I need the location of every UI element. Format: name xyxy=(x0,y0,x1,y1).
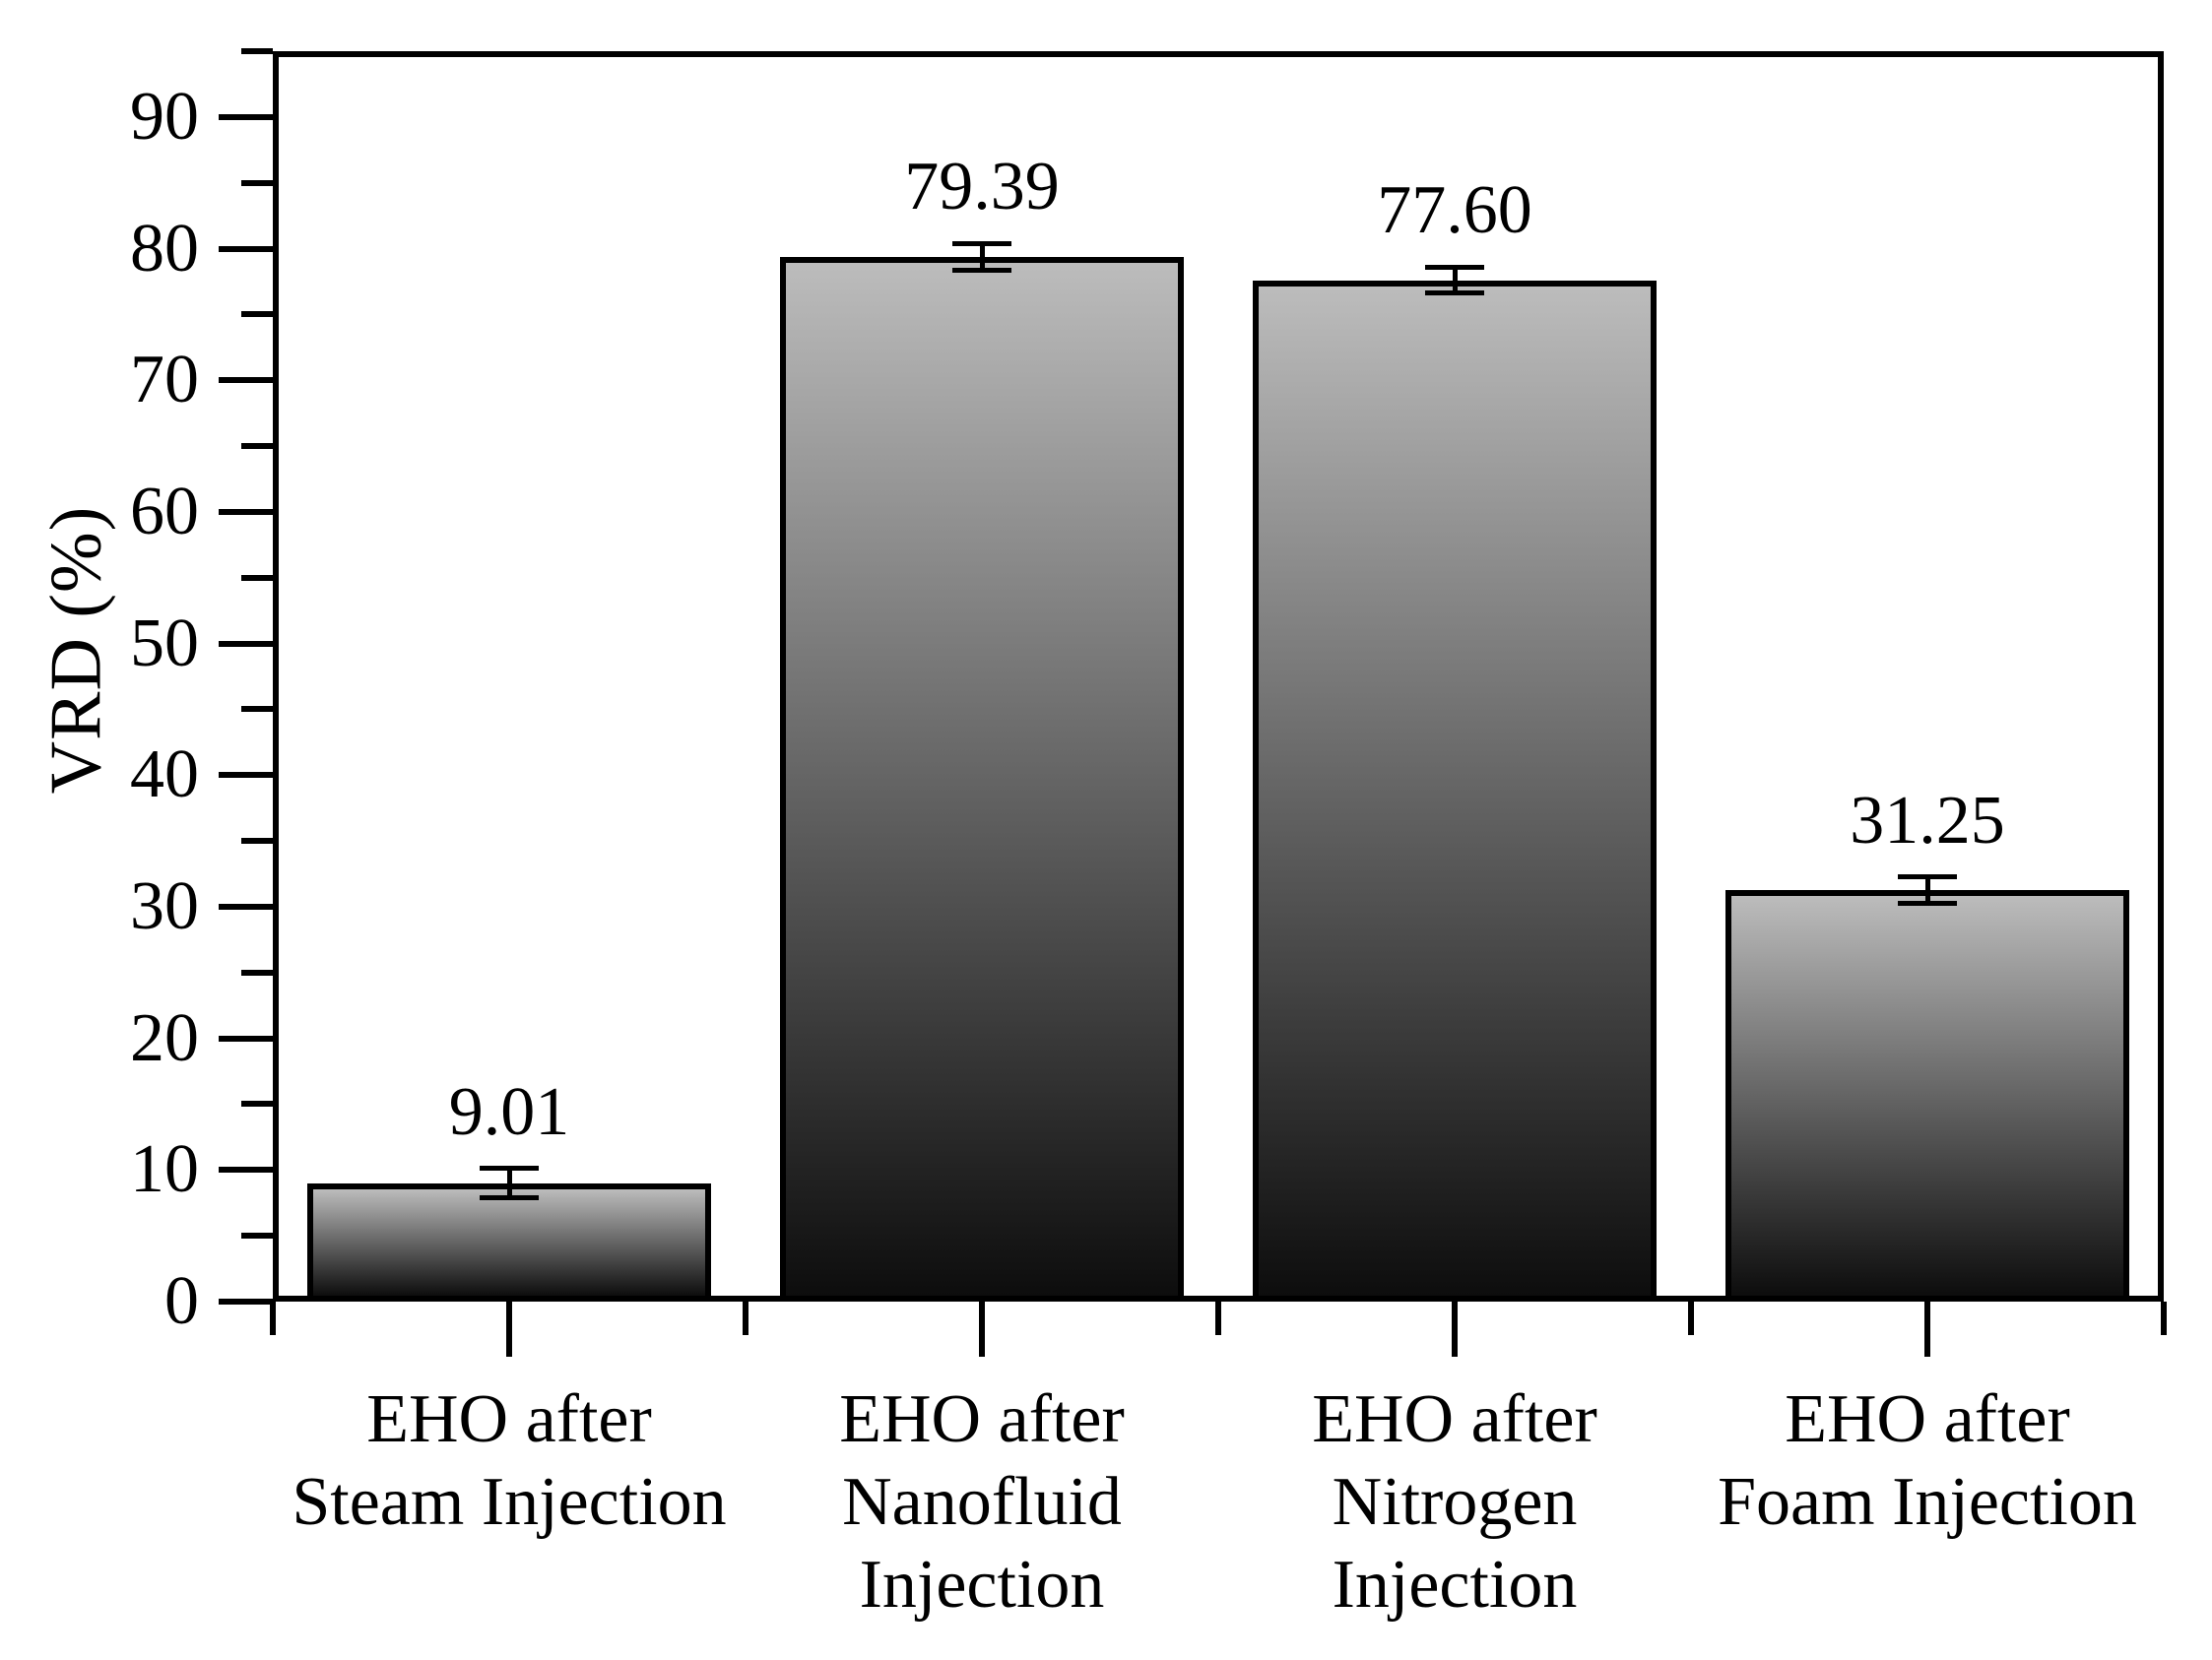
y-major-tick xyxy=(219,377,273,384)
y-tick-label: 30 xyxy=(130,867,199,944)
error-bar-bottom-cap xyxy=(952,267,1011,273)
bar-value-label: 77.60 xyxy=(1377,172,1532,249)
y-tick-label: 60 xyxy=(130,473,199,549)
x-category-label: EHO after Nitrogen Injection xyxy=(1218,1378,1691,1627)
y-minor-tick xyxy=(241,706,273,713)
error-bar-stem xyxy=(1452,267,1458,293)
plot-area xyxy=(273,51,2164,1302)
error-bar-top-cap xyxy=(480,1166,539,1172)
y-tick-label: 80 xyxy=(130,210,199,287)
y-major-tick xyxy=(219,1299,273,1305)
y-minor-tick xyxy=(241,179,273,186)
y-minor-tick xyxy=(241,969,273,976)
y-major-tick xyxy=(219,508,273,515)
error-bar-stem xyxy=(506,1168,512,1198)
x-minor-tick xyxy=(2161,1302,2167,1335)
x-major-tick xyxy=(1452,1302,1458,1357)
error-bar-top-cap xyxy=(1898,874,1957,880)
x-category-label: EHO after Foam Injection xyxy=(1691,1378,2164,1544)
bar-value-label: 9.01 xyxy=(448,1073,570,1150)
x-category-label-line: EHO after xyxy=(839,1381,1125,1457)
y-minor-tick xyxy=(241,48,273,54)
y-tick-label: 70 xyxy=(130,342,199,418)
bar xyxy=(1725,890,2129,1302)
x-category-label-line: Injection xyxy=(1332,1547,1578,1623)
error-bar-bottom-cap xyxy=(1425,290,1484,296)
bar xyxy=(780,256,1184,1302)
x-category-label-line: Foam Injection xyxy=(1718,1464,2137,1540)
bar-value-label: 79.39 xyxy=(904,149,1060,225)
y-minor-tick xyxy=(241,443,273,450)
bar-value-label: 31.25 xyxy=(1850,782,2005,859)
x-category-label-line: Steam Injection xyxy=(292,1464,727,1540)
x-category-label-line: Nanofluid xyxy=(842,1464,1122,1540)
bar xyxy=(307,1182,711,1302)
y-major-tick xyxy=(219,1167,273,1174)
x-category-label-line: EHO after xyxy=(1785,1381,2070,1457)
y-major-tick xyxy=(219,640,273,647)
x-minor-tick xyxy=(1688,1302,1694,1335)
y-minor-tick xyxy=(241,838,273,845)
x-category-label-line: EHO after xyxy=(366,1381,652,1457)
error-bar-top-cap xyxy=(1425,264,1484,270)
x-major-tick xyxy=(506,1302,512,1357)
y-major-tick xyxy=(219,903,273,910)
y-minor-tick xyxy=(241,1101,273,1108)
y-major-tick xyxy=(219,772,273,779)
x-category-label: EHO after Nanofluid Injection xyxy=(746,1378,1218,1627)
bar xyxy=(1253,280,1657,1302)
y-minor-tick xyxy=(241,1233,273,1240)
x-category-label-line: EHO after xyxy=(1312,1381,1597,1457)
x-minor-tick xyxy=(1215,1302,1221,1335)
error-bar-top-cap xyxy=(952,240,1011,246)
x-minor-tick xyxy=(270,1302,276,1335)
y-major-tick xyxy=(219,113,273,120)
x-major-tick xyxy=(1924,1302,1930,1357)
error-bar-stem xyxy=(979,243,985,271)
y-tick-label: 20 xyxy=(130,999,199,1076)
y-minor-tick xyxy=(241,574,273,581)
y-tick-label: 50 xyxy=(130,605,199,681)
y-tick-label: 90 xyxy=(130,78,199,155)
error-bar-bottom-cap xyxy=(1898,901,1957,907)
x-category-label-line: Nitrogen xyxy=(1332,1464,1578,1540)
y-major-tick xyxy=(219,245,273,252)
y-tick-label: 10 xyxy=(130,1131,199,1208)
error-bar-bottom-cap xyxy=(480,1194,539,1200)
x-major-tick xyxy=(979,1302,985,1357)
x-category-label: EHO after Steam Injection xyxy=(273,1378,746,1544)
error-bar-stem xyxy=(1924,876,1930,904)
y-major-tick xyxy=(219,1035,273,1042)
x-minor-tick xyxy=(743,1302,748,1335)
y-tick-label: 40 xyxy=(130,736,199,813)
x-category-label-line: Injection xyxy=(859,1547,1105,1623)
y-tick-label: 0 xyxy=(164,1263,199,1339)
y-minor-tick xyxy=(241,311,273,318)
